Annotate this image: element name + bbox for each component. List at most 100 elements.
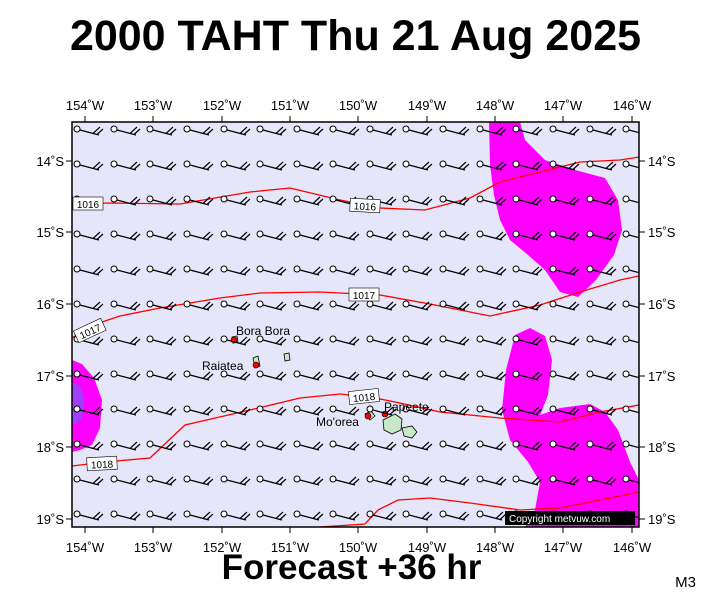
wind-barb-icon [586,440,617,451]
wind-barb-shaft [116,406,141,416]
wind-barb-icon [220,335,251,346]
station-dot-icon [549,405,557,413]
station-dot-icon [256,475,264,483]
wind-barb-icon [439,125,470,136]
wind-barb-shaft [445,441,470,451]
station-dot-icon [622,370,630,378]
wind-barb-shaft [79,371,104,381]
wind-barb-shaft [482,301,507,311]
station-dot-icon [439,335,447,343]
station-dot-icon [622,195,630,203]
station-dot-icon [549,475,557,483]
station-dot-icon [256,440,264,448]
station-dot-icon [183,475,191,483]
isobar-label: 1018 [348,388,380,405]
station-dot-icon [293,125,301,133]
station-dot-icon [146,160,154,168]
wind-barb-shaft [592,231,617,241]
station-dot-icon [256,405,264,413]
wind-barb-shaft [408,126,433,136]
lon-label-top: 151˚W [271,98,310,113]
station-dot-icon [146,440,154,448]
copyright-box [505,511,635,525]
station-dot-icon [622,335,630,343]
wind-barb-shaft [189,126,214,136]
wind-barb-shaft [189,511,214,521]
station-dot-icon [329,405,337,413]
wind-barb-icon [73,510,104,521]
wind-barb-shaft [226,441,251,451]
wind-barb-shaft [518,441,543,451]
station-dot-icon [256,300,264,308]
raiatea-marker [252,361,260,369]
station-dot-icon [220,475,228,483]
station-dot-icon [329,160,337,168]
wind-barb-icon [512,440,543,451]
wind-barb-shaft [592,161,617,171]
wind-barb-shaft [408,231,433,241]
station-dot-icon [586,440,594,448]
wind-barb-shaft [555,441,580,451]
wind-barb-icon [73,405,104,416]
station-dot-icon [439,405,447,413]
wind-barb-shaft [592,441,617,451]
wind-barb-shaft [299,371,324,381]
wind-barb-icon [146,475,177,486]
wind-barb-icon [256,300,287,311]
wind-barb-shaft [482,336,507,346]
wind-barb-shaft [335,266,360,276]
station-dot-icon [476,230,484,238]
station-dot-icon [146,125,154,133]
station-dot-icon [146,510,154,518]
wind-barb-icon [329,475,360,486]
wind-barb-shaft [372,476,397,486]
station-dot-icon [293,370,301,378]
station-dot-icon [220,335,228,343]
wind-barb-icon [549,160,580,171]
wind-barb-icon [183,370,214,381]
station-dot-icon [476,475,484,483]
lat-label-right: 18˚S [648,440,676,455]
lat-label-right: 19˚S [648,512,676,527]
wind-barb-shaft [79,406,104,416]
wind-barb-icon [220,300,251,311]
station-dot-icon [73,265,81,273]
wind-barb-icon [146,335,177,346]
wind-barb-shaft [189,371,214,381]
station-dot-icon [73,160,81,168]
wind-barb-icon [439,405,470,416]
wind-barb-icon [110,160,141,171]
wind-barb-icon [476,370,507,381]
wind-barb-shaft [372,336,397,346]
station-dot-icon [586,335,594,343]
wind-barb-shaft [445,371,470,381]
rain-area-west [72,360,102,452]
station-dot-icon [549,195,557,203]
wind-barb-icon [402,405,433,416]
wind-barb-icon [293,405,324,416]
wind-barb-shaft [226,336,251,346]
wind-barb-shaft [116,476,141,486]
wind-barb-shaft [335,406,360,416]
wind-barb-shaft [116,441,141,451]
lat-label-left: 15˚S [37,225,65,240]
wind-barb-icon [586,405,617,416]
wind-barb-shaft [445,301,470,311]
wind-barb-icon [366,230,397,241]
lon-label-bottom: 151˚W [271,540,310,555]
wind-barb-shaft [518,196,543,206]
wind-barb-icon [549,335,580,346]
isobar-label: 1018 [86,455,118,472]
wind-barb-icon [549,370,580,381]
wind-barb-icon [512,300,543,311]
wind-barb-shaft [372,161,397,171]
station-dot-icon [476,370,484,378]
station-dot-icon [366,335,374,343]
lon-label-top: 147˚W [544,98,583,113]
wind-barb-shaft [262,161,287,171]
wind-barb-shaft [116,126,141,136]
wind-barb-shaft [518,301,543,311]
wind-barb-shaft [372,126,397,136]
station-dot-icon [476,160,484,168]
wind-barb-shaft [555,231,580,241]
